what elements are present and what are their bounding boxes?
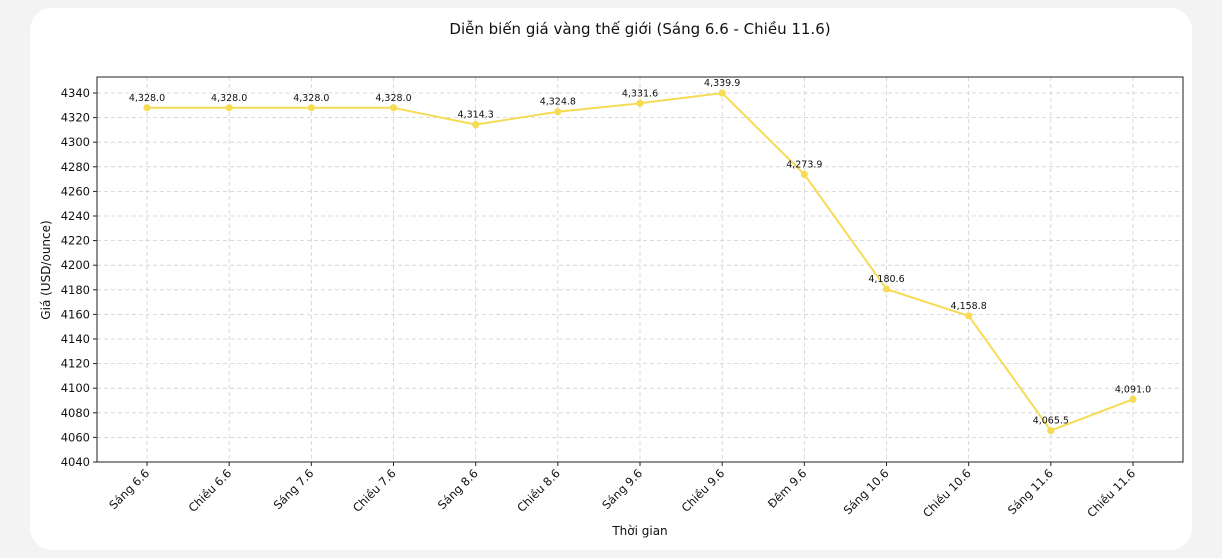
x-tick-label: Sáng 8.6: [435, 466, 481, 512]
data-point: [472, 121, 480, 129]
chart-card: [30, 8, 1192, 550]
y-tick-label: 4280: [61, 160, 90, 174]
x-tick-label: Đêm 9.6: [765, 466, 810, 511]
y-tick-label: 4100: [61, 381, 90, 395]
data-label: 4,331.6: [622, 88, 658, 99]
data-point: [965, 312, 973, 320]
y-tick-label: 4060: [61, 430, 90, 444]
data-label: 4,328.0: [211, 93, 247, 104]
y-tick-label: 4260: [61, 184, 90, 198]
labels: 4,328.0 4,328.0 4,328.0 4,328.0 4,314.3 4,324…: [129, 78, 1151, 427]
x-tick-label: Sáng 11.6: [1005, 466, 1056, 517]
data-label: 4,158.8: [951, 301, 987, 312]
data-point: [389, 104, 398, 112]
data-point: [1047, 427, 1055, 435]
y-axis-label: Giá (USD/ounce): [39, 220, 53, 319]
x-axis-label: Thời gian: [611, 524, 667, 538]
data-point: [882, 285, 891, 293]
y-tick-label: 4140: [61, 332, 90, 346]
y-tick-label: 4080: [61, 406, 90, 420]
x-tick-label: Chiều 11.6: [1084, 466, 1138, 520]
y-tick-label: 4240: [61, 209, 90, 223]
plot-frame: [96, 76, 1184, 463]
y-tick-label: 4160: [61, 307, 90, 321]
y-tick-label: 4320: [61, 111, 90, 125]
data-label: 4,314.3: [458, 110, 494, 121]
data-label: 4,324.8: [540, 97, 576, 108]
y-tick-label: 4200: [61, 258, 90, 272]
y-tick-label: 4180: [61, 283, 90, 297]
x-tick-label: Chiều 9.6: [679, 466, 728, 515]
grid: [97, 77, 1183, 463]
y-tick-label: 4040: [61, 455, 90, 469]
data-point: [800, 170, 808, 178]
x-tick-label: Chiều 7.6: [350, 466, 399, 515]
x-tick-label: Chiều 8.6: [514, 466, 563, 515]
data-label: 4,273.9: [786, 159, 822, 170]
data-point: [143, 104, 151, 112]
data-point: [554, 108, 562, 116]
x-tick-label: Sáng 10.6: [841, 466, 892, 517]
data-point: [225, 104, 233, 112]
x-tick-label: Chiều 6.6: [186, 466, 235, 515]
y-tick-label: 4340: [61, 86, 90, 100]
y-tick-label: 4220: [61, 234, 90, 248]
data-label: 4,328.0: [375, 93, 411, 104]
x-tick-label: Sáng 7.6: [271, 466, 317, 512]
data-label: 4,328.0: [293, 93, 329, 104]
x-tick-label: Sáng 9.6: [599, 466, 645, 512]
data-point: [636, 99, 644, 107]
x-tick-label: Chiều 10.6: [920, 466, 974, 520]
data-point: [718, 89, 726, 97]
data-label: 4,065.5: [1033, 416, 1069, 427]
data-label: 4,339.9: [704, 78, 740, 89]
data-label: 4,091.0: [1115, 384, 1151, 395]
data-point: [307, 104, 315, 112]
chart-title: Diễn biến giá vàng thế giới (Sáng 6.6 - …: [449, 20, 830, 38]
data-point: [1129, 395, 1137, 403]
y-tick-label: 4120: [61, 357, 90, 371]
x-tick-label: Sáng 6.6: [106, 466, 152, 512]
series: [143, 89, 1137, 435]
data-label: 4,180.6: [868, 274, 904, 285]
y-tick-label: 4300: [61, 135, 90, 149]
data-label: 4,328.0: [129, 93, 165, 104]
